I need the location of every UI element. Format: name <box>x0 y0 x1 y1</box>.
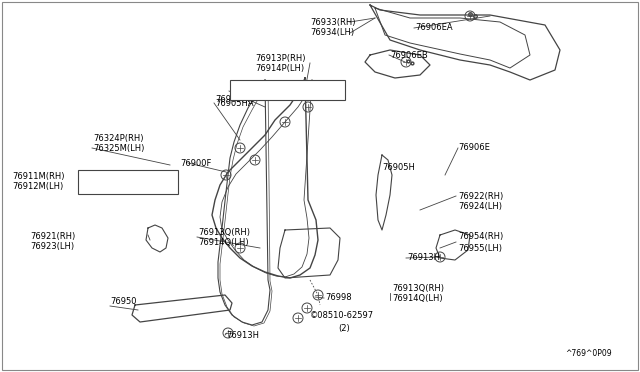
Text: 76324P(RH): 76324P(RH) <box>93 134 143 142</box>
Text: 76911M(RH): 76911M(RH) <box>12 171 65 180</box>
Text: 76905HC: 76905HC <box>232 83 271 93</box>
Text: 76906EB: 76906EB <box>390 51 428 60</box>
Text: 76913H: 76913H <box>407 253 440 263</box>
Text: 76906EA: 76906EA <box>415 23 452 32</box>
Text: ^769^0P09: ^769^0P09 <box>565 349 612 358</box>
Text: (2): (2) <box>338 324 349 333</box>
Text: 76950: 76950 <box>110 298 136 307</box>
Bar <box>230 80 345 100</box>
Text: 76905HA: 76905HA <box>215 96 253 105</box>
Text: 76933(RH): 76933(RH) <box>310 17 355 26</box>
Text: 76913Q(RH): 76913Q(RH) <box>198 228 250 237</box>
Text: 76934(LH): 76934(LH) <box>310 29 354 38</box>
Text: 76954(RH): 76954(RH) <box>458 232 503 241</box>
Text: 76922(RH): 76922(RH) <box>458 192 503 201</box>
Text: 76914Q(LH): 76914Q(LH) <box>198 238 248 247</box>
Text: 76924(LH): 76924(LH) <box>458 202 502 212</box>
Text: 76905HA: 76905HA <box>215 99 253 108</box>
Text: 76906E: 76906E <box>458 144 490 153</box>
Text: 76905HB: 76905HB <box>275 83 314 93</box>
Text: 76912M(LH): 76912M(LH) <box>12 183 63 192</box>
Text: 76914P(LH): 76914P(LH) <box>255 64 304 74</box>
Bar <box>78 170 178 194</box>
Text: 76325M(LH): 76325M(LH) <box>93 144 145 154</box>
Text: 76998: 76998 <box>325 294 351 302</box>
Text: 76905HC  76905HB: 76905HC 76905HB <box>232 86 315 94</box>
Text: 76913H: 76913H <box>226 330 259 340</box>
Text: 76914Q(LH): 76914Q(LH) <box>392 295 443 304</box>
Text: 76900F: 76900F <box>180 158 211 167</box>
Text: 76923(LH): 76923(LH) <box>30 243 74 251</box>
Text: 76913Q(RH): 76913Q(RH) <box>392 283 444 292</box>
Text: ©08510-62597: ©08510-62597 <box>310 311 374 321</box>
Text: 76955(LH): 76955(LH) <box>458 244 502 253</box>
Text: 76913P(RH): 76913P(RH) <box>255 54 305 62</box>
Text: 76921(RH): 76921(RH) <box>30 231 76 241</box>
Text: 76905H: 76905H <box>382 164 415 173</box>
